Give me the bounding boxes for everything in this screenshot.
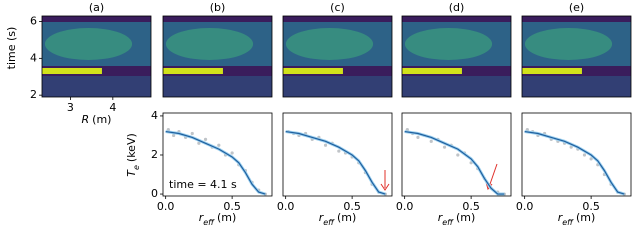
plot-frame	[401, 112, 512, 197]
data-point	[442, 145, 447, 149]
data-point	[190, 131, 194, 136]
heatmap-core	[524, 28, 613, 60]
heatmap-low	[402, 76, 511, 97]
x-tick-label: 0.0	[516, 200, 534, 213]
annotation: time = 4.1 s	[169, 178, 237, 191]
x-axis-label: R (m)	[82, 113, 112, 126]
x-label-symbol: r	[438, 211, 444, 224]
x-axis-label: reff (m)	[558, 211, 596, 227]
y-tick-label: 2	[151, 148, 158, 161]
data-point	[582, 153, 587, 157]
arrow-head	[380, 183, 390, 191]
heatmap-low	[42, 76, 151, 97]
x-tick-label: 0.0	[396, 200, 414, 213]
heatmap-low	[522, 76, 631, 97]
x-label-unit: (m)	[217, 211, 236, 224]
x-label-symbol: r	[199, 211, 205, 224]
x-label-subscript: eff	[323, 218, 335, 227]
heatmap-hot	[42, 68, 102, 74]
x-tick-label: 0.5	[343, 200, 361, 213]
fit-line	[165, 130, 266, 195]
plot-frame	[282, 112, 393, 197]
y-label-subscript: e	[132, 165, 141, 170]
y-tick-label: 0	[151, 187, 158, 200]
panel-title: (a)	[89, 1, 104, 14]
x-label-subscript: eff	[562, 218, 574, 227]
data-point	[456, 153, 460, 157]
heatmap-hot	[402, 68, 462, 74]
heatmap-hot	[163, 68, 223, 74]
fit-line	[285, 130, 386, 195]
heatmap-hot	[522, 68, 582, 74]
x-tick-label: 0.0	[157, 200, 175, 213]
x-axis-label: reff (m)	[199, 211, 237, 227]
heatmap-core	[44, 28, 133, 60]
x-tick-label: 3	[67, 101, 74, 114]
heatmap-low	[283, 76, 392, 97]
x-label-unit: (m)	[456, 211, 475, 224]
y-label-symbol: T	[125, 169, 138, 177]
x-label-unit: (m)	[576, 211, 595, 224]
plot-frame	[282, 15, 393, 98]
data-point	[217, 143, 221, 147]
heatmap-low	[163, 76, 272, 97]
x-label-symbol: R	[82, 113, 90, 126]
x-label-symbol: r	[558, 211, 564, 224]
y-axis-label: time (s)	[5, 27, 18, 70]
x-label-subscript: eff	[442, 218, 454, 227]
plot-frame	[401, 15, 512, 98]
heatmap-hot	[283, 68, 343, 74]
data-point	[172, 133, 176, 138]
x-label-subscript: eff	[203, 218, 215, 227]
data-point	[337, 149, 341, 153]
y-tick-label: 4	[151, 109, 158, 122]
plot-frame	[162, 15, 273, 98]
x-tick-label: 0.5	[223, 200, 241, 213]
x-label-unit: (m)	[337, 211, 356, 224]
x-axis-label: reff (m)	[438, 211, 476, 227]
x-tick-label: 0.0	[277, 200, 295, 213]
data-point	[429, 139, 433, 143]
arrow	[488, 163, 498, 188]
y-label-unit: (keV)	[125, 133, 138, 162]
heatmap-core	[404, 28, 493, 60]
data-point	[203, 137, 208, 141]
plot-frame	[41, 15, 152, 98]
plot-frame	[162, 112, 273, 197]
data-point	[589, 157, 593, 161]
x-tick-label: 4	[109, 101, 116, 114]
heatmap-core	[165, 28, 254, 60]
data-point	[197, 141, 201, 145]
plot-frame	[521, 15, 632, 98]
panel-title: (d)	[449, 1, 465, 14]
x-tick-label: 0.5	[582, 200, 600, 213]
data-point	[230, 151, 234, 155]
fit-line-glow	[404, 130, 505, 196]
plot-frame	[521, 112, 632, 197]
fit-line	[404, 130, 505, 195]
panel-title: (e)	[569, 1, 584, 14]
fit-line	[524, 130, 625, 195]
x-tick-label: 0.5	[462, 200, 480, 213]
x-axis-label: reff (m)	[319, 211, 357, 227]
y-tick-label: 4	[30, 51, 37, 64]
y-tick-label: 6	[30, 15, 37, 28]
data-point	[569, 145, 573, 149]
fit-line-glow	[285, 130, 386, 196]
data-point	[323, 143, 328, 147]
y-axis-label: Te (keV)	[125, 133, 141, 177]
x-label-unit: (m)	[92, 113, 111, 126]
panel-title: (c)	[330, 1, 345, 14]
fit-line-glow	[524, 130, 625, 196]
panel-title: (b)	[210, 1, 226, 14]
heatmap-core	[285, 28, 374, 60]
data-point	[416, 135, 420, 140]
y-tick-label: 2	[30, 88, 37, 101]
x-label-symbol: r	[319, 211, 325, 224]
